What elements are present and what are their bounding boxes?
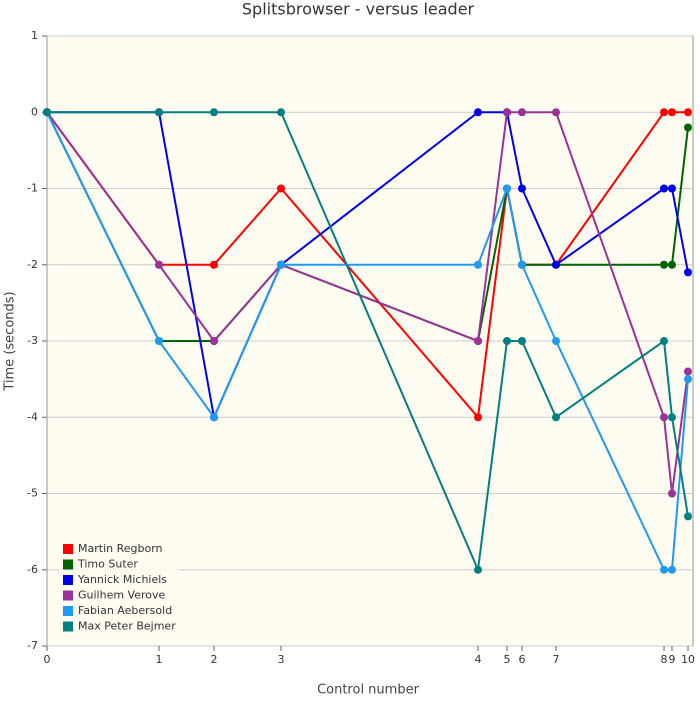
legend-swatch — [63, 544, 73, 554]
data-point — [155, 260, 163, 269]
data-point — [660, 260, 668, 269]
data-point — [210, 337, 218, 345]
data-point — [210, 260, 218, 269]
data-point — [660, 337, 668, 345]
legend-label: Timo Suter — [77, 558, 138, 571]
x-tick-label: 2 — [211, 653, 218, 666]
legend-label: Yannick Michiels — [77, 573, 167, 586]
y-axis-label: Time (seconds) — [3, 291, 18, 391]
x-axis-label: Control number — [317, 683, 420, 698]
y-tick-label: -3 — [27, 334, 38, 347]
data-point — [155, 337, 163, 345]
data-point — [660, 565, 668, 574]
data-point — [518, 108, 526, 117]
x-tick-label: 7 — [553, 653, 560, 666]
legend-box — [59, 539, 179, 638]
data-point — [552, 260, 560, 269]
data-point — [518, 260, 526, 269]
data-point — [503, 108, 511, 117]
x-tick-label: 3 — [278, 653, 285, 666]
data-point — [552, 108, 560, 117]
data-point — [684, 512, 692, 521]
data-point — [43, 108, 51, 117]
data-point — [503, 337, 511, 345]
data-point — [210, 108, 218, 117]
data-point — [277, 184, 285, 193]
data-point — [668, 108, 676, 117]
y-tick-label: 1 — [31, 29, 38, 42]
data-point — [474, 337, 482, 345]
data-point — [668, 260, 676, 269]
legend-label: Guilhem Verove — [78, 589, 166, 602]
data-point — [552, 337, 560, 345]
data-point — [684, 375, 692, 384]
data-point — [684, 108, 692, 117]
data-point — [684, 123, 692, 132]
data-point — [684, 268, 692, 277]
y-tick-label: 0 — [31, 105, 38, 118]
data-point — [668, 489, 676, 498]
chart-title: Splitsbrowser - versus leader — [242, 0, 475, 19]
data-point — [474, 413, 482, 422]
data-point — [660, 184, 668, 193]
legend-swatch — [63, 606, 73, 616]
y-tick-label: -6 — [27, 563, 38, 576]
data-point — [518, 337, 526, 345]
data-point — [660, 108, 668, 117]
legend-swatch — [63, 590, 73, 601]
legend-swatch — [63, 575, 73, 585]
data-point — [210, 413, 218, 422]
data-point — [474, 260, 482, 269]
data-point — [668, 184, 676, 193]
data-point — [474, 108, 482, 117]
y-tick-label: -1 — [27, 182, 38, 195]
data-point — [684, 367, 692, 376]
x-tick-label: 5 — [504, 653, 511, 666]
data-point — [155, 108, 163, 117]
data-point — [474, 565, 482, 574]
data-point — [277, 108, 285, 117]
x-tick-label: 8 — [661, 653, 668, 666]
y-tick-label: -2 — [27, 258, 38, 271]
legend-label: Fabian Aebersold — [78, 604, 172, 617]
x-tick-label: 10 — [681, 653, 695, 666]
data-point — [552, 413, 560, 422]
legend-label: Martin Regborn — [78, 542, 163, 555]
x-tick-label: 0 — [44, 653, 51, 666]
x-tick-label: 4 — [475, 653, 482, 666]
y-tick-label: -4 — [27, 410, 38, 423]
data-point — [277, 260, 285, 269]
x-tick-label: 1 — [156, 653, 163, 666]
data-point — [660, 413, 668, 422]
data-point — [518, 184, 526, 193]
y-tick-label: -7 — [27, 639, 38, 652]
data-point — [668, 565, 676, 574]
data-point — [668, 413, 676, 422]
y-tick-label: -5 — [27, 487, 38, 500]
legend-swatch — [63, 559, 73, 570]
x-tick-label: 9 — [669, 653, 676, 666]
legend-label: Max Peter Bejmer — [78, 620, 176, 633]
data-point — [503, 184, 511, 193]
legend-swatch — [63, 621, 73, 632]
x-tick-label: 6 — [519, 653, 526, 666]
